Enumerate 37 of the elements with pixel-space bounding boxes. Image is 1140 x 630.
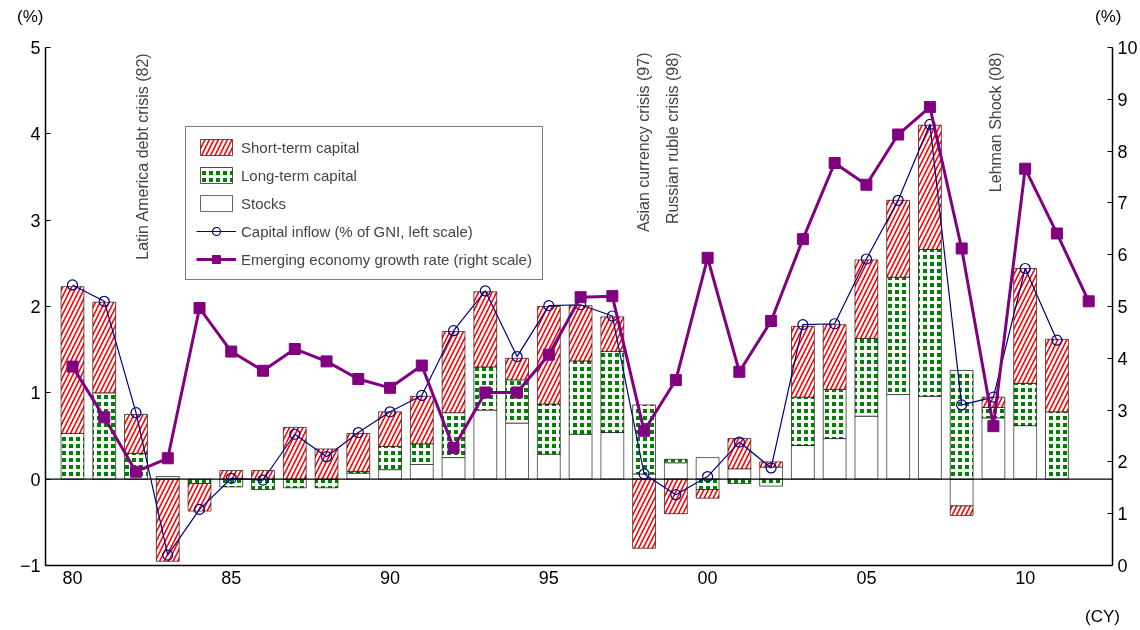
annotation: Asian currency crisis (97) xyxy=(634,52,652,233)
x-tick-label: 85 xyxy=(221,567,242,588)
y2-tick-label: 5 xyxy=(1117,297,1128,317)
y2-tick-label: 2 xyxy=(1117,452,1128,473)
y-tick-label: 2 xyxy=(30,297,41,317)
x-tick-label: 90 xyxy=(380,567,401,588)
y2-tick-label: 0 xyxy=(1117,556,1128,576)
x-axis-title: (CY) xyxy=(1085,606,1120,628)
legend-label: Emerging economy growth rate (right scale) xyxy=(241,250,532,268)
y2-tick-label: 10 xyxy=(1117,38,1138,58)
x-tick-label: 00 xyxy=(697,567,718,588)
y-tick-label: 3 xyxy=(30,210,41,231)
y-tick-label: 1 xyxy=(30,383,41,404)
x-tick-label: 05 xyxy=(856,567,877,588)
annotation: Russian ruble crisis (98) xyxy=(664,52,682,225)
annotation: Latin America debt crisis (82) xyxy=(134,53,152,260)
y-tick-label: −1 xyxy=(19,556,41,576)
y-tick-label: 4 xyxy=(30,124,41,145)
x-tick-label: 95 xyxy=(538,567,559,588)
x-tick-label: 10 xyxy=(1015,567,1036,588)
y-tick-label: 0 xyxy=(30,469,41,490)
y-axis-title: (%) xyxy=(17,6,44,28)
y2-tick-label: 4 xyxy=(1117,348,1128,369)
y2-tick-label: 8 xyxy=(1117,141,1128,162)
legend-label: Stocks xyxy=(241,194,287,212)
y2-tick-label: 9 xyxy=(1117,89,1128,110)
annotation: Lehman Shock (08) xyxy=(986,52,1004,193)
y2-tick-label: 7 xyxy=(1117,193,1128,214)
legend-label: Long-term capital xyxy=(241,166,357,184)
y2-tick-label: 3 xyxy=(1117,400,1128,421)
y-tick-label: 5 xyxy=(30,38,41,58)
x-tick-label: 80 xyxy=(62,567,83,588)
legend-label: Short-term capital xyxy=(241,138,360,156)
y2-axis-title: (%) xyxy=(1095,6,1122,28)
legend-label: Capital inflow (% of GNI, left scale) xyxy=(241,222,473,240)
y2-tick-label: 6 xyxy=(1117,245,1128,266)
y2-tick-label: 1 xyxy=(1117,504,1128,525)
